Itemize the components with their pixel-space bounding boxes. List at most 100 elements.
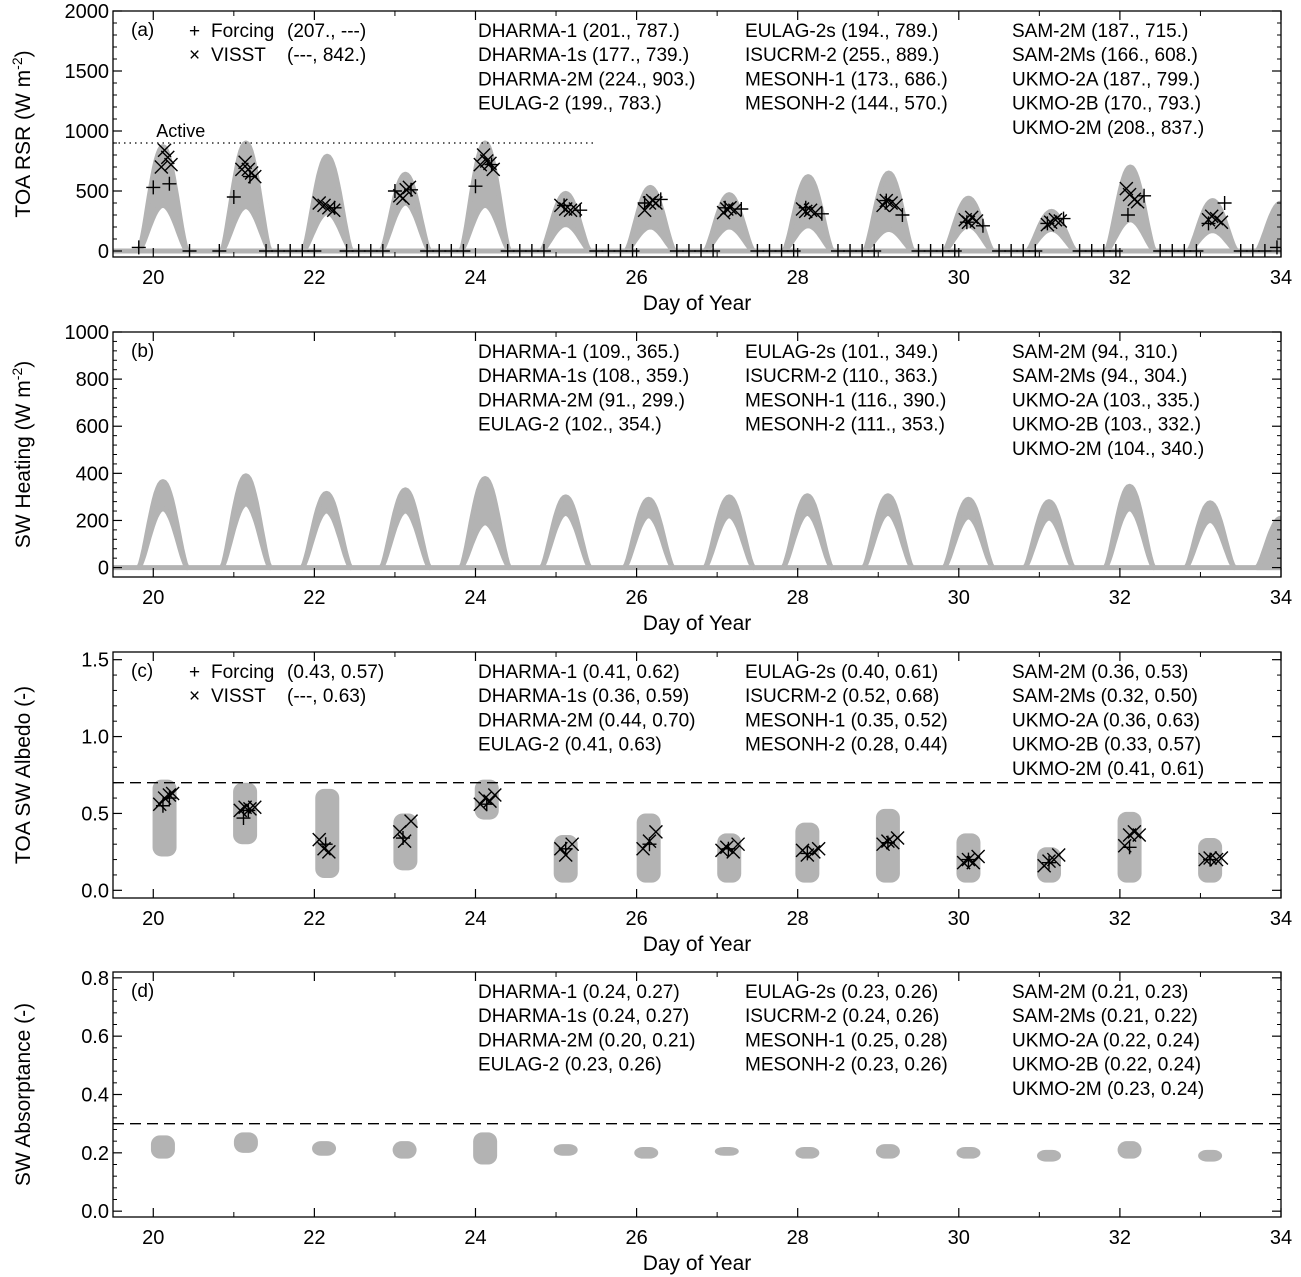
visst-marker — [1198, 852, 1213, 867]
forcing-marker — [226, 190, 241, 204]
forcing-marker — [601, 244, 616, 257]
visst-marker — [164, 157, 178, 172]
visst-marker — [1132, 827, 1147, 842]
model-stat-label: DHARMA-2M (224., 903.) — [478, 69, 696, 90]
model-envelope-day-2 — [315, 788, 340, 879]
model-stat-label: SAM-2M (0.21, 0.23) — [1012, 982, 1188, 1003]
forcing-marker — [339, 244, 354, 257]
forcing-marker — [1042, 855, 1057, 870]
model-stat-label: UKMO-2M (0.23, 0.24) — [1012, 1079, 1204, 1100]
visst-marker — [486, 162, 501, 177]
y-axis-label-main: TOA RSR (W m — [12, 70, 35, 218]
forcing-marker — [1004, 244, 1019, 257]
forcing-marker — [706, 244, 721, 257]
forcing-marker — [1108, 244, 1123, 257]
y-tick-label: 800 — [76, 369, 109, 391]
forcing-marker — [774, 244, 789, 257]
y-tick-label: 0.4 — [81, 1085, 109, 1107]
visst-marker — [808, 205, 823, 220]
x-tick-label: 34 — [1270, 908, 1292, 930]
model-envelope-day-7 — [702, 192, 756, 254]
visst-marker — [402, 180, 417, 195]
model-stat-label: SAM-2M (94., 310.) — [1012, 342, 1178, 363]
forcing-marker — [375, 244, 390, 257]
model-stat-label: ISUCRM-2 (0.52, 0.68) — [745, 686, 939, 707]
visst-marker — [397, 834, 412, 849]
y-axis-label-sup: -2 — [9, 57, 25, 70]
forcing-marker — [923, 244, 938, 257]
forcing-marker — [935, 244, 950, 257]
forcing-marker — [589, 244, 604, 257]
panel-d: 20 22 24 26 28 30 32 34 Day of Year 0.0 0.2 0.4 0.6 0… — [12, 968, 1292, 1275]
model-envelope-day-8 — [795, 1147, 820, 1159]
forcing-marker — [1028, 244, 1043, 257]
forcing-marker — [1257, 244, 1272, 257]
x-tick-label: 22 — [303, 267, 325, 289]
visst-marker — [473, 797, 488, 812]
y-tick-label: 0.8 — [81, 968, 109, 990]
model-envelope-day-12 — [1117, 1141, 1142, 1159]
forcing-marker — [351, 244, 366, 257]
model-stat-label: EULAG-2 (0.23, 0.26) — [478, 1055, 662, 1076]
visst-marker — [1130, 194, 1145, 209]
visst-marker — [1214, 851, 1229, 866]
y-axis-label: SW Heating (W m-2) — [9, 361, 35, 548]
visst-marker — [162, 787, 177, 802]
visst-marker — [890, 831, 905, 846]
visst-marker — [558, 847, 573, 862]
visst-marker — [321, 200, 336, 215]
plot-area — [113, 473, 1281, 571]
visst-marker — [247, 169, 262, 184]
forcing-marker — [855, 244, 870, 257]
y-axis-label-main: TOA SW Albedo (-) — [12, 686, 35, 864]
reference-line-label: Active — [156, 121, 205, 141]
model-envelope-day-10 — [956, 1147, 981, 1159]
visst-marker — [803, 203, 818, 218]
x-tick-label: 30 — [948, 267, 970, 289]
model-envelope-day-1 — [233, 1132, 258, 1153]
y-tick-label: 500 — [76, 181, 109, 203]
visst-marker — [637, 203, 652, 218]
forcing-marker — [468, 179, 483, 194]
x-tick-label: 32 — [1109, 908, 1131, 930]
forcing-marker — [162, 176, 177, 191]
model-envelope-day-9 — [875, 1144, 900, 1159]
y-axis-label: TOA RSR (W m-2) — [9, 50, 35, 217]
x-tick-label: 20 — [142, 908, 164, 930]
y-axis-label-main: SW Absorptance (-) — [12, 1003, 35, 1186]
forcing-marker — [1269, 240, 1281, 255]
forcing-marker — [500, 244, 515, 257]
forcing-marker — [1245, 244, 1260, 257]
visst-marker — [1204, 209, 1219, 224]
model-envelope-day-2 — [300, 153, 354, 254]
model-stat-label: DHARMA-2M (91., 299.) — [478, 390, 685, 411]
visst-marker — [563, 203, 578, 218]
forcing-marker — [975, 218, 990, 233]
x-tick-label: 32 — [1109, 267, 1131, 289]
y-tick-label: 1.5 — [81, 650, 109, 672]
model-stat-label: MESONH-2 (144., 570.) — [745, 94, 948, 115]
legend-marker-visst: × — [189, 686, 200, 707]
visst-marker — [723, 200, 738, 215]
model-stat-label: DHARMA-1s (108., 359.) — [478, 366, 689, 387]
visst-marker — [1209, 852, 1224, 867]
x-axis-label: Day of Year — [643, 292, 752, 315]
x-tick-label: 30 — [948, 1227, 970, 1249]
visst-marker — [884, 196, 899, 210]
x-axis-label: Day of Year — [643, 933, 752, 956]
y-tick-label: 0.0 — [81, 1201, 109, 1223]
visst-marker — [880, 834, 895, 849]
model-stat-label: UKMO-2A (0.36, 0.63) — [1012, 710, 1200, 731]
y-axis-label-close: ) — [12, 361, 35, 368]
model-stat-label: MESONH-1 (116., 390.) — [745, 390, 946, 411]
model-stat-label: DHARMA-2M (0.44, 0.70) — [478, 710, 696, 731]
legend-values-visst: (---, 842.) — [287, 45, 366, 66]
forcing-marker — [271, 244, 286, 257]
model-envelope-day-13 — [1185, 198, 1240, 254]
visst-marker — [1051, 847, 1066, 862]
forcing-marker — [1233, 244, 1248, 257]
y-tick-label: 600 — [76, 416, 109, 438]
forcing-marker — [1084, 244, 1099, 257]
model-envelope-day-13 — [1183, 500, 1237, 571]
